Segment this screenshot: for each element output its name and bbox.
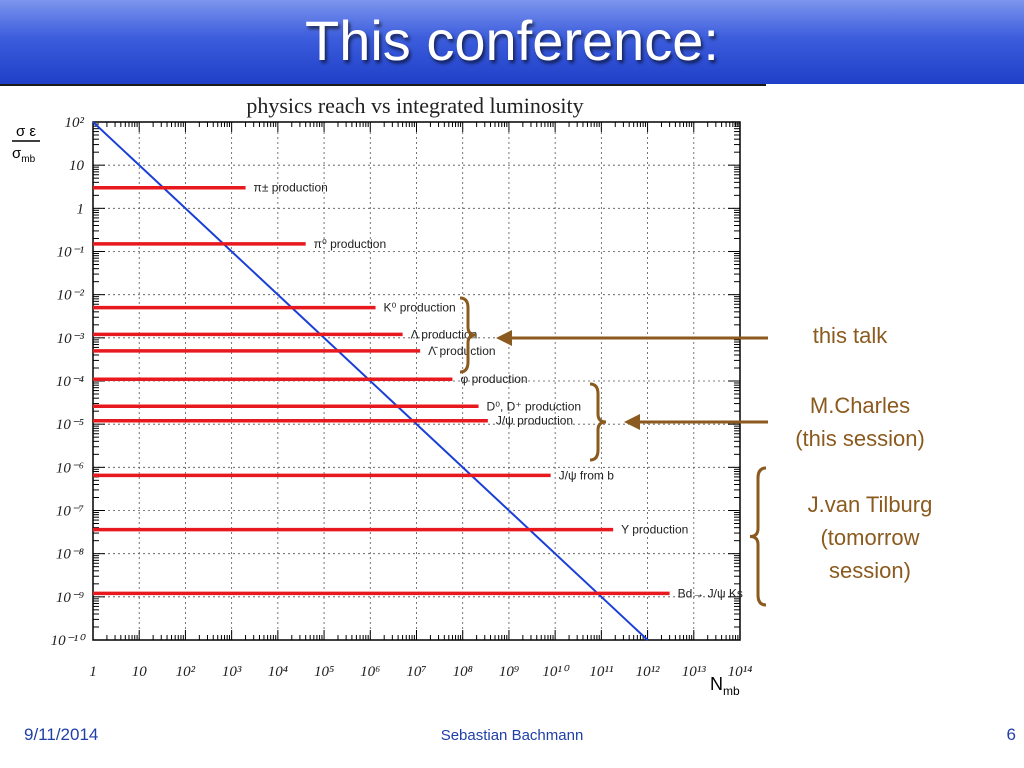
bar-label-2: K⁰ production: [384, 301, 456, 315]
y-axis-label-denominator: σmb: [12, 145, 36, 165]
x-tick-label: 10¹⁰: [542, 664, 569, 680]
x-tick-label: 10¹³: [682, 664, 706, 680]
x-tick-label: 10¹²: [636, 664, 660, 680]
annotation-j-van-tilburg: J.van Tilburg (tomorrow session): [807, 492, 933, 583]
grid: [93, 122, 740, 640]
arrow-this-talk-head: [496, 330, 512, 346]
y-tick-label: 1: [77, 201, 85, 217]
bar-label-8: J/ψ from b: [559, 468, 615, 482]
bracket-m-charles: [589, 382, 607, 462]
y-tick-label: 10⁻¹⁰: [51, 633, 86, 649]
bar-label-3: Λ production: [411, 327, 478, 341]
chart-title: physics reach vs integrated luminosity: [246, 93, 583, 118]
y-tick-label: 10: [69, 158, 85, 174]
x-tick-label: 10⁹: [499, 664, 519, 680]
title-bar: [0, 0, 1024, 84]
x-tick-label: 1: [89, 664, 97, 680]
bracket-this-talk: [459, 296, 477, 374]
x-tick-label: 10⁵: [314, 664, 334, 680]
slide-title: This conference:: [305, 9, 719, 72]
bar-label-4: Λ̄ production: [428, 344, 495, 358]
bar-label-0: π± production: [254, 181, 328, 195]
bar-label-9: Υ production: [621, 523, 688, 537]
bar-label-7: J/ψ production: [496, 414, 573, 428]
y-tick-label: 10⁻³: [57, 331, 85, 347]
x-tick-label: 10³: [222, 664, 242, 680]
x-tick-label: 10: [132, 664, 148, 680]
bar-label-1: π⁰ production: [314, 237, 386, 251]
bar-label-5: φ production: [460, 372, 527, 386]
x-tick-label: 10²: [176, 664, 196, 680]
x-tick-label: 10⁶: [360, 664, 380, 680]
x-tick-label: 10⁴: [268, 664, 288, 680]
y-tick-label: 10⁻⁸: [56, 547, 84, 563]
x-tick-label: 10⁸: [453, 664, 473, 680]
annotation-this-talk: this talk: [812, 323, 888, 348]
bar-label-6: D⁰, D⁺ production: [487, 399, 582, 413]
footer-page-number: 6: [1006, 725, 1016, 744]
bracket-j-van-tilburg: [749, 466, 767, 607]
footer-author: Sebastian Bachmann: [440, 727, 584, 744]
y-tick-label: 10⁻⁵: [56, 417, 84, 433]
y-tick-label: 10⁻⁶: [56, 460, 84, 476]
title-underline: [0, 84, 766, 86]
y-tick-label: 10⁻⁴: [56, 374, 84, 390]
y-tick-label: 10²: [65, 115, 85, 131]
bar-label-10: Bd→ J/ψ Ks: [678, 586, 743, 600]
y-tick-label: 10⁻¹: [57, 245, 85, 261]
y-tick-label: 10⁻⁷: [56, 504, 84, 520]
reach-diagonal-line: [92, 121, 649, 641]
footer-date: 9/11/2014: [24, 725, 99, 744]
x-tick-label: 10¹¹: [589, 664, 613, 680]
x-tick-label: 10¹⁴: [728, 664, 753, 680]
x-tick-label: 10⁷: [406, 664, 426, 680]
arrow-m-charles-head: [624, 414, 640, 430]
annotation-m-charles: M.Charles (this session): [795, 393, 925, 451]
y-tick-label: 10⁻⁹: [56, 590, 84, 606]
y-axis-label-numerator: σ ε: [16, 123, 36, 140]
y-tick-label: 10⁻²: [57, 288, 85, 304]
